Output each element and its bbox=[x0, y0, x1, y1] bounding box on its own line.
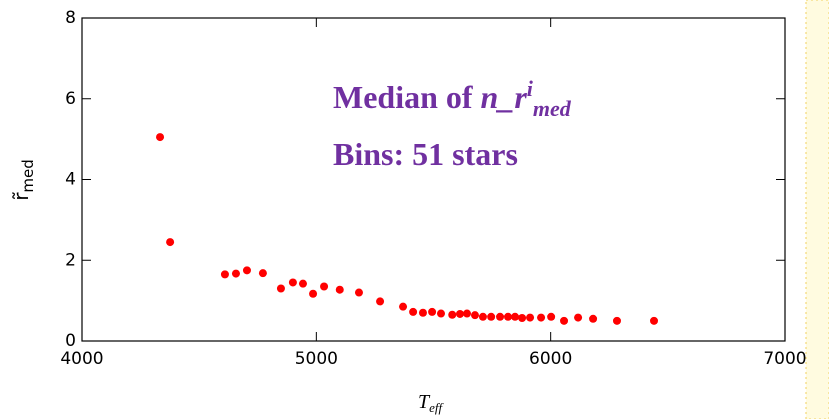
x-label: Teff bbox=[418, 391, 445, 415]
point bbox=[537, 313, 546, 322]
annotation-line1: Median of n_rimed bbox=[333, 76, 572, 121]
point bbox=[418, 308, 427, 317]
point bbox=[166, 238, 175, 247]
point bbox=[589, 314, 598, 323]
point bbox=[335, 285, 344, 294]
point bbox=[242, 266, 251, 275]
x-label-sub: eff bbox=[429, 400, 444, 415]
point bbox=[156, 133, 165, 142]
x-tick-label: 4000 bbox=[60, 349, 103, 369]
point bbox=[399, 302, 408, 311]
annotation-sub: med bbox=[533, 96, 572, 121]
point bbox=[320, 282, 329, 291]
point bbox=[455, 309, 464, 318]
side-strip bbox=[805, 0, 829, 419]
point bbox=[288, 278, 297, 287]
point bbox=[487, 312, 496, 321]
point bbox=[354, 288, 363, 297]
y-label: r̃med bbox=[9, 159, 37, 201]
point bbox=[496, 312, 505, 321]
y-tick-label: 8 bbox=[65, 8, 76, 28]
point bbox=[428, 307, 437, 316]
y-label-sub: med bbox=[19, 159, 37, 192]
point bbox=[409, 307, 418, 316]
annotation-sup: i bbox=[527, 76, 534, 101]
point bbox=[258, 269, 267, 278]
point bbox=[478, 312, 487, 321]
point bbox=[376, 297, 385, 306]
point bbox=[231, 269, 240, 278]
point bbox=[220, 270, 229, 279]
x-tick-label: 7000 bbox=[763, 349, 806, 369]
point bbox=[526, 313, 535, 322]
x-label-main: T bbox=[418, 391, 431, 413]
y-tick-label: 2 bbox=[65, 250, 76, 270]
point bbox=[518, 313, 527, 322]
point bbox=[504, 312, 513, 321]
point bbox=[276, 284, 285, 293]
point bbox=[574, 313, 583, 322]
point bbox=[612, 316, 621, 325]
plot-frame bbox=[81, 17, 786, 342]
annotation-var: n_r bbox=[481, 79, 528, 115]
annotation-text: Median of bbox=[333, 79, 481, 115]
point bbox=[547, 312, 556, 321]
annotation-line2: Bins: 51 stars bbox=[333, 136, 518, 172]
point bbox=[436, 309, 445, 318]
point bbox=[448, 310, 457, 319]
x-tick-label: 5000 bbox=[295, 349, 338, 369]
point bbox=[309, 289, 318, 298]
y-label-main: r̃ bbox=[9, 192, 33, 201]
point bbox=[463, 309, 472, 318]
point bbox=[650, 316, 659, 325]
point bbox=[560, 316, 569, 325]
y-tick-label: 0 bbox=[65, 331, 76, 351]
point bbox=[470, 311, 479, 320]
y-tick-label: 4 bbox=[65, 170, 76, 190]
x-tick-label: 6000 bbox=[529, 349, 572, 369]
point bbox=[511, 312, 520, 321]
point bbox=[298, 279, 307, 288]
y-tick-label: 6 bbox=[65, 89, 76, 109]
